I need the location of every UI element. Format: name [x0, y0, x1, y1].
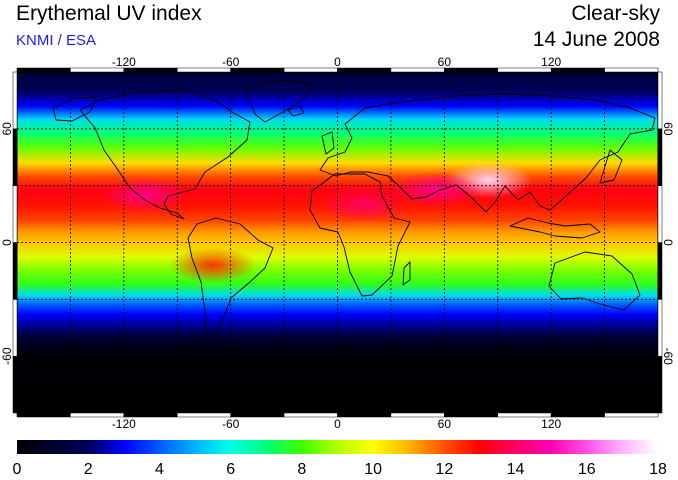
longitude-tick-label: 120: [541, 417, 561, 431]
longitude-tick-label: 60: [438, 417, 452, 431]
uv-hotspot: [320, 186, 409, 223]
frame-segment: [604, 67, 659, 73]
frame-segment: [604, 412, 659, 418]
frame-segment: [657, 128, 663, 186]
colorbar-tick-label: 10: [364, 461, 382, 478]
colorbar-tick-label: 4: [155, 461, 164, 478]
australia-coast: [548, 251, 641, 311]
frame-segment: [283, 67, 338, 73]
frame-segment: [657, 185, 663, 243]
latitude-tick-label: 60: [0, 122, 14, 136]
longitude-tick-label: 120: [541, 55, 561, 69]
frame-segment: [390, 67, 445, 73]
colorbar-tick-label: 18: [649, 461, 667, 478]
japan-coast: [599, 149, 623, 184]
longitude-tick-label: -60: [222, 55, 240, 69]
date-label: 14 June 2008: [532, 28, 660, 51]
frame-segment: [16, 67, 71, 73]
longitude-tick-label: 60: [438, 55, 452, 69]
madagascar-coast: [402, 261, 411, 286]
frame-segment: [657, 71, 663, 130]
colorbar-tick-label: 14: [507, 461, 525, 478]
frame-segment: [16, 412, 71, 418]
frame-segment: [283, 412, 338, 418]
map-axes: -120 -120 -60 -60 0 0 60 60 120 120 60 60 0 0 -60 -60: [0, 55, 675, 431]
latitude-tick-label: 0: [0, 239, 14, 246]
frame-segment: [337, 412, 392, 418]
colorbar-tick-label: 8: [297, 461, 306, 478]
colorbar-tick-label: 0: [13, 461, 22, 478]
sky-condition-label: Clear-sky: [571, 2, 660, 25]
uk-coast: [321, 131, 335, 155]
frame-segment: [337, 67, 392, 73]
longitude-tick-label: 0: [334, 417, 341, 431]
colorbar: [17, 440, 658, 454]
uv-hotspot: [168, 247, 257, 284]
greenland-coast: [243, 79, 314, 123]
longitude-tick-label: -60: [222, 417, 240, 431]
iceland-coast: [287, 105, 305, 117]
frame-segment: [444, 412, 499, 418]
colorbar-tick-label: 12: [435, 461, 453, 478]
frame-segment: [12, 71, 18, 130]
source-label: KNMI / ESA: [16, 32, 97, 49]
colorbar-tick-label: 16: [578, 461, 596, 478]
longitude-tick-label: -120: [112, 55, 136, 69]
colorbar-ticks: 0 2 4 6 8 10 12 14 16 18: [13, 461, 667, 478]
indonesia-coast: [509, 217, 601, 239]
longitude-tick-label: 0: [334, 55, 341, 69]
eurasia-coast: [319, 93, 656, 213]
frame-segment: [12, 128, 18, 186]
colorbar-tick-label: 6: [226, 461, 235, 478]
latitude-tick-label: 60: [661, 122, 675, 136]
alaska-coast: [52, 96, 98, 122]
frame-segment: [12, 185, 18, 243]
latitude-tick-label: -60: [661, 347, 675, 365]
south-america-coast: [187, 217, 274, 339]
frame-segment: [12, 242, 18, 300]
uv-hotspot: [101, 177, 190, 214]
frame-segment: [657, 242, 663, 300]
frame-segment: [390, 412, 445, 418]
chart-title: Erythemal UV index: [16, 2, 202, 25]
frame-segment: [444, 67, 499, 73]
longitude-tick-label: -120: [112, 417, 136, 431]
latitude-tick-label: -60: [0, 347, 14, 365]
latitude-tick-label: 0: [661, 239, 675, 246]
graticule: [17, 72, 658, 413]
colorbar-tick-label: 2: [84, 461, 93, 478]
coastlines: [52, 79, 658, 339]
africa-coast: [309, 173, 411, 297]
north-america-coast: [79, 89, 251, 220]
